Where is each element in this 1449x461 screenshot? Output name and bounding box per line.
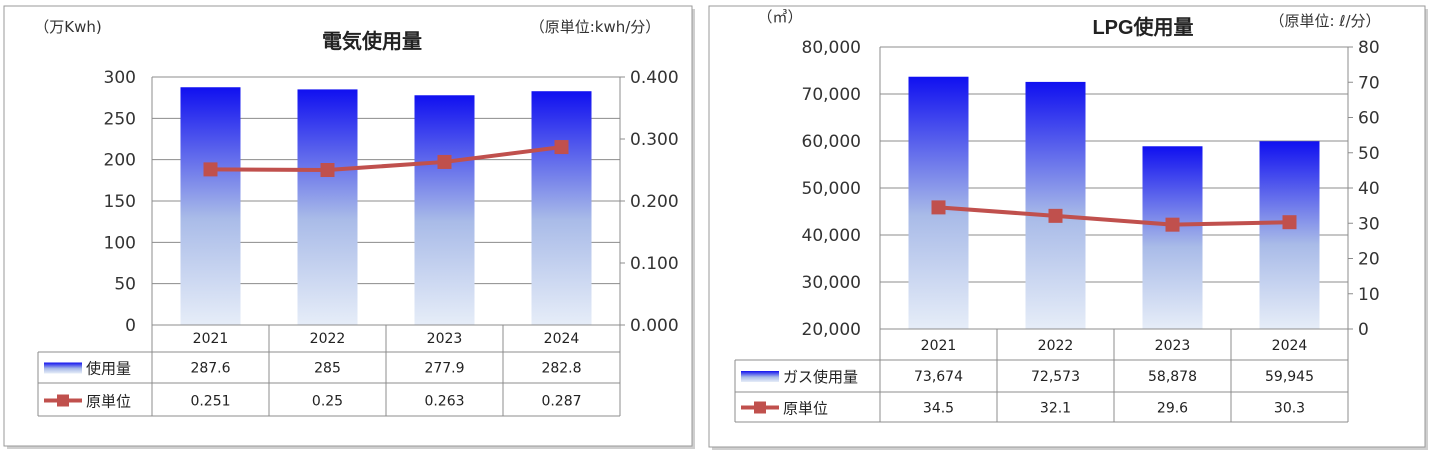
lpg-chart: LPG使用量 （㎥） （原単位: ℓ/分） 80,000 70,000 60,000 50,… — [708, 5, 1428, 450]
x-tick-label: 2021 — [921, 338, 957, 354]
y2-axis-label: （原単位: ℓ/分） — [1269, 12, 1380, 30]
y2-tick-label: 30 — [1358, 214, 1380, 234]
line-marker — [931, 200, 946, 215]
bar — [531, 91, 592, 326]
y2-tick-label: 0.000 — [630, 316, 679, 336]
data-label: 0.263 — [424, 394, 464, 410]
line-marker — [437, 154, 452, 169]
data-label: 282.8 — [541, 361, 581, 377]
x-tick-label: 2022 — [310, 331, 346, 347]
legend-bar-swatch — [741, 371, 779, 382]
data-label: 287.6 — [190, 361, 230, 377]
y2-tick-label: 50 — [1358, 144, 1380, 164]
bar — [297, 89, 358, 326]
data-label: 34.5 — [923, 401, 954, 417]
line-series — [210, 145, 562, 173]
y2-tick-label: 0 — [1358, 320, 1369, 340]
legend-bar-swatch — [44, 362, 82, 374]
legend-line-marker — [754, 401, 766, 414]
y-tick-label: 70,000 — [802, 85, 861, 105]
line-marker — [203, 162, 218, 177]
legend-line-marker — [57, 394, 69, 407]
y-tick-label: 200 — [104, 151, 136, 171]
bar — [1142, 146, 1203, 329]
y-tick-label: 250 — [104, 109, 136, 129]
y2-tick-label: 40 — [1358, 179, 1380, 199]
x-tick-label: 2021 — [193, 331, 229, 347]
data-label: 285 — [314, 361, 341, 377]
chart-title: LPG使用量 — [1092, 15, 1193, 39]
line-marker — [1282, 215, 1297, 230]
y-tick-label: 40,000 — [802, 226, 861, 246]
chart-title: 電気使用量 — [322, 29, 422, 53]
data-label: 32.1 — [1040, 401, 1071, 417]
x-tick-label: 2024 — [544, 331, 580, 347]
y-tick-label: 150 — [104, 192, 136, 212]
legend-line-label: 原単位 — [86, 393, 131, 411]
data-label: 277.9 — [424, 361, 464, 377]
x-tick-label: 2023 — [427, 331, 463, 347]
y2-tick-label: 60 — [1358, 109, 1380, 129]
line-marker — [554, 140, 569, 155]
x-tick-label: 2024 — [1272, 338, 1308, 354]
line-marker — [1048, 208, 1063, 223]
y2-tick-label: 0.200 — [630, 192, 679, 212]
y-axis-label: （㎥） — [757, 8, 802, 26]
x-tick-label: 2022 — [1038, 338, 1074, 354]
legend-bar-label: 使用量 — [86, 360, 131, 378]
y2-tick-label: 20 — [1358, 250, 1380, 270]
data-label: 30.3 — [1274, 401, 1305, 417]
data-label: 73,674 — [914, 369, 963, 385]
electricity-chart-panel: 電気使用量 （万Kwh) （原単位:kwh/分） 300 250 200 150 100 50 0… — [0, 0, 700, 461]
y2-tick-label: 0.400 — [630, 68, 679, 88]
line-series — [938, 205, 1290, 227]
bar — [1259, 141, 1320, 329]
y2-tick-label: 70 — [1358, 73, 1380, 93]
y-tick-label: 50,000 — [802, 179, 861, 199]
lpg-chart-panel: LPG使用量 （㎥） （原単位: ℓ/分） 80,000 70,000 60,000 50,… — [705, 0, 1449, 461]
y2-tick-label: 80 — [1358, 38, 1380, 58]
y-tick-label: 0 — [125, 316, 136, 336]
data-label: 72,573 — [1031, 369, 1080, 385]
electricity-chart: 電気使用量 （万Kwh) （原単位:kwh/分） 300 250 200 150 100 50 0… — [3, 5, 695, 449]
y2-axis-label: （原単位:kwh/分） — [530, 18, 661, 36]
data-label: 0.251 — [190, 394, 230, 410]
y-tick-label: 60,000 — [802, 132, 861, 152]
legend-bar-label: ガス使用量 — [783, 368, 858, 386]
x-tick-label: 2023 — [1155, 338, 1191, 354]
y-tick-label: 20,000 — [802, 320, 861, 340]
legend-line-label: 原単位 — [783, 400, 828, 418]
data-label: 59,945 — [1265, 369, 1314, 385]
line-marker — [1165, 217, 1180, 232]
data-label: 58,878 — [1148, 369, 1197, 385]
bar — [180, 87, 241, 325]
data-label: 0.287 — [541, 394, 581, 410]
y-tick-label: 50 — [114, 275, 136, 295]
y-tick-label: 100 — [104, 233, 136, 253]
data-label: 29.6 — [1157, 401, 1188, 417]
y2-tick-label: 0.100 — [630, 254, 679, 274]
y-axis-label: （万Kwh) — [34, 18, 101, 36]
bar — [1025, 81, 1086, 330]
y2-tick-label: 0.300 — [630, 130, 679, 150]
data-label: 0.25 — [312, 394, 343, 410]
line-marker — [320, 163, 335, 177]
y2-tick-label: 10 — [1358, 285, 1380, 305]
y-tick-label: 300 — [104, 68, 136, 88]
y-tick-label: 80,000 — [802, 38, 861, 58]
y-tick-label: 30,000 — [802, 273, 861, 293]
bar — [414, 95, 475, 325]
